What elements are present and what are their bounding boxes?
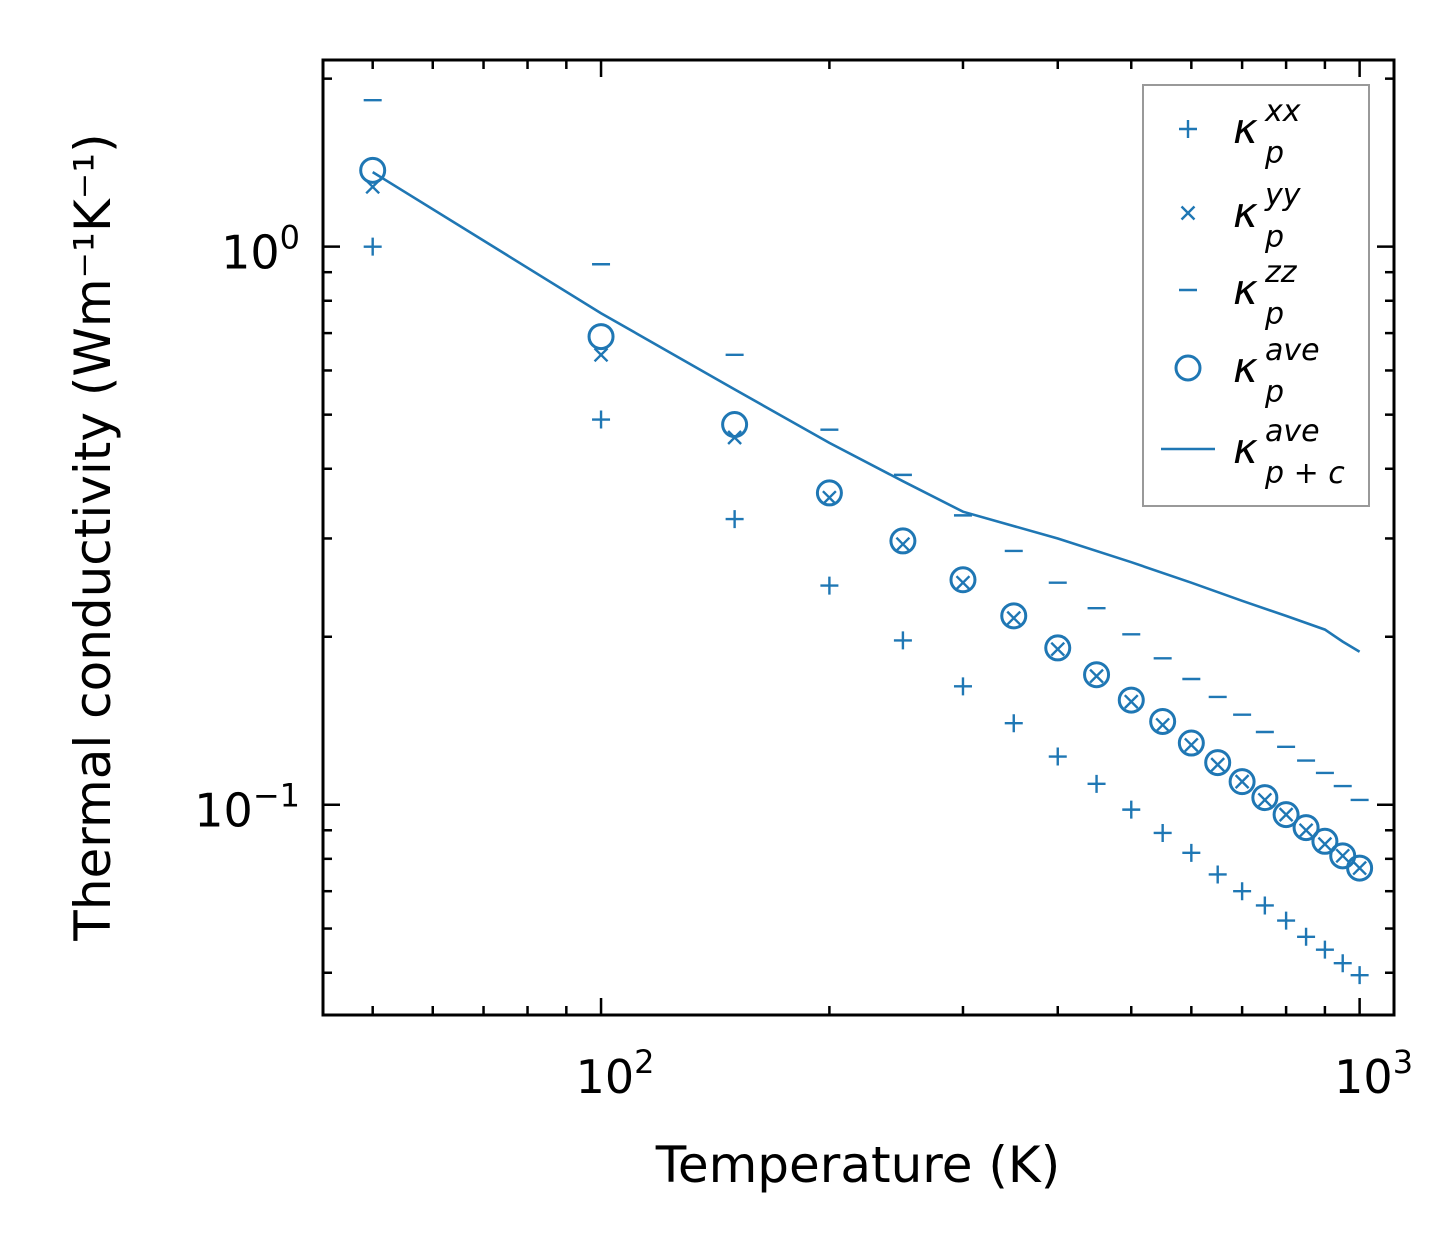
data-point-kave — [1177, 729, 1205, 757]
data-point-kave — [815, 479, 843, 507]
y-tick-label: 10−1 — [194, 777, 300, 838]
data-point-kxx — [1233, 882, 1252, 901]
data-point-kyy — [1335, 848, 1351, 864]
data-point-kyy — [1210, 757, 1226, 772]
data-point-kyy — [1050, 641, 1066, 657]
data-point-kxx — [893, 631, 912, 650]
data-point-kave — [1346, 854, 1374, 882]
data-point-kave — [1251, 784, 1279, 812]
data-point-kyy — [955, 575, 971, 590]
data-point-kxx — [820, 576, 839, 595]
data-point-kave — [1044, 634, 1072, 662]
data-point-kave — [1292, 814, 1320, 842]
data-point-kyy — [1234, 774, 1250, 789]
data-point-kyy — [1257, 792, 1273, 808]
data-point-kyy — [1123, 694, 1139, 709]
data-point-kave — [1204, 749, 1232, 777]
x-tick-label: 103 — [1334, 1043, 1413, 1104]
x-tick-label: 102 — [576, 1043, 655, 1104]
legend-label-kpc: κ ave p + c — [1233, 414, 1345, 491]
plot-marks — [359, 98, 1374, 985]
data-point-kxx — [1297, 927, 1316, 946]
legend-marker-kyy — [1180, 205, 1196, 221]
data-point-kave — [1149, 707, 1177, 735]
plot-frame — [321, 58, 1396, 1017]
data-point-kyy — [1006, 610, 1022, 626]
data-point-kave — [587, 323, 615, 351]
data-point-kave — [1272, 801, 1300, 829]
data-point-kyy — [822, 490, 837, 505]
legend: κ xx p κ yy pκ zz pκ ave pκ ave p + c — [1142, 84, 1370, 507]
data-point-kyy — [593, 347, 609, 363]
data-point-kave — [721, 411, 749, 439]
data-point-kxx — [1208, 865, 1227, 884]
data-point-kxx — [1255, 896, 1274, 915]
series-line-kpc — [372, 170, 1361, 653]
data-point-kxx — [363, 237, 382, 256]
data-point-kyy — [1298, 822, 1314, 838]
legend-frame — [1142, 84, 1370, 507]
data-point-kyy — [1184, 737, 1199, 753]
x-axis-label: Temperature (K) — [655, 1136, 1060, 1194]
data-point-kxx — [592, 410, 611, 429]
data-point-kxx — [1333, 954, 1352, 973]
data-point-kyy — [1317, 836, 1333, 852]
data-point-kxx — [1122, 800, 1141, 819]
legend-label-kxx: κ xx p — [1233, 94, 1301, 171]
legend-label-kzz: κ zz p — [1233, 255, 1298, 332]
legend-marker-kave — [1174, 354, 1202, 382]
legend-label-kyy: κ yy p — [1233, 178, 1302, 255]
data-point-kave — [1228, 768, 1256, 796]
data-point-kave — [359, 156, 387, 184]
legend-marker-kxx — [1179, 120, 1197, 138]
data-point-kave — [1311, 827, 1339, 855]
y-tick-label: 100 — [221, 219, 300, 280]
data-point-kyy — [895, 536, 911, 552]
data-point-kxx — [1315, 940, 1334, 959]
tick-labels: 102 103 10−1 100 — [194, 219, 1413, 1104]
data-point-kave — [1000, 602, 1028, 630]
data-point-kxx — [1087, 774, 1106, 793]
data-point-kxx — [1350, 966, 1369, 985]
data-point-kxx — [1048, 747, 1067, 766]
data-point-kxx — [1153, 823, 1172, 842]
data-point-kxx — [725, 510, 744, 529]
data-point-kyy — [1089, 668, 1104, 684]
data-point-kyy — [1352, 860, 1367, 876]
data-point-kxx — [1182, 843, 1201, 862]
data-point-kave — [1083, 661, 1111, 689]
legend-label-kave: κ ave p — [1233, 333, 1320, 410]
data-point-kave — [949, 566, 977, 594]
data-point-kxx — [1004, 714, 1023, 733]
data-point-kyy — [1278, 807, 1294, 822]
data-point-kxx — [1277, 911, 1296, 930]
y-axis-label: Thermal conductivity (Wm⁻¹K⁻¹) — [64, 133, 122, 941]
data-point-kyy — [1155, 717, 1170, 733]
data-point-kxx — [953, 677, 972, 696]
data-point-kave — [889, 527, 917, 555]
data-point-kave — [1117, 686, 1145, 714]
